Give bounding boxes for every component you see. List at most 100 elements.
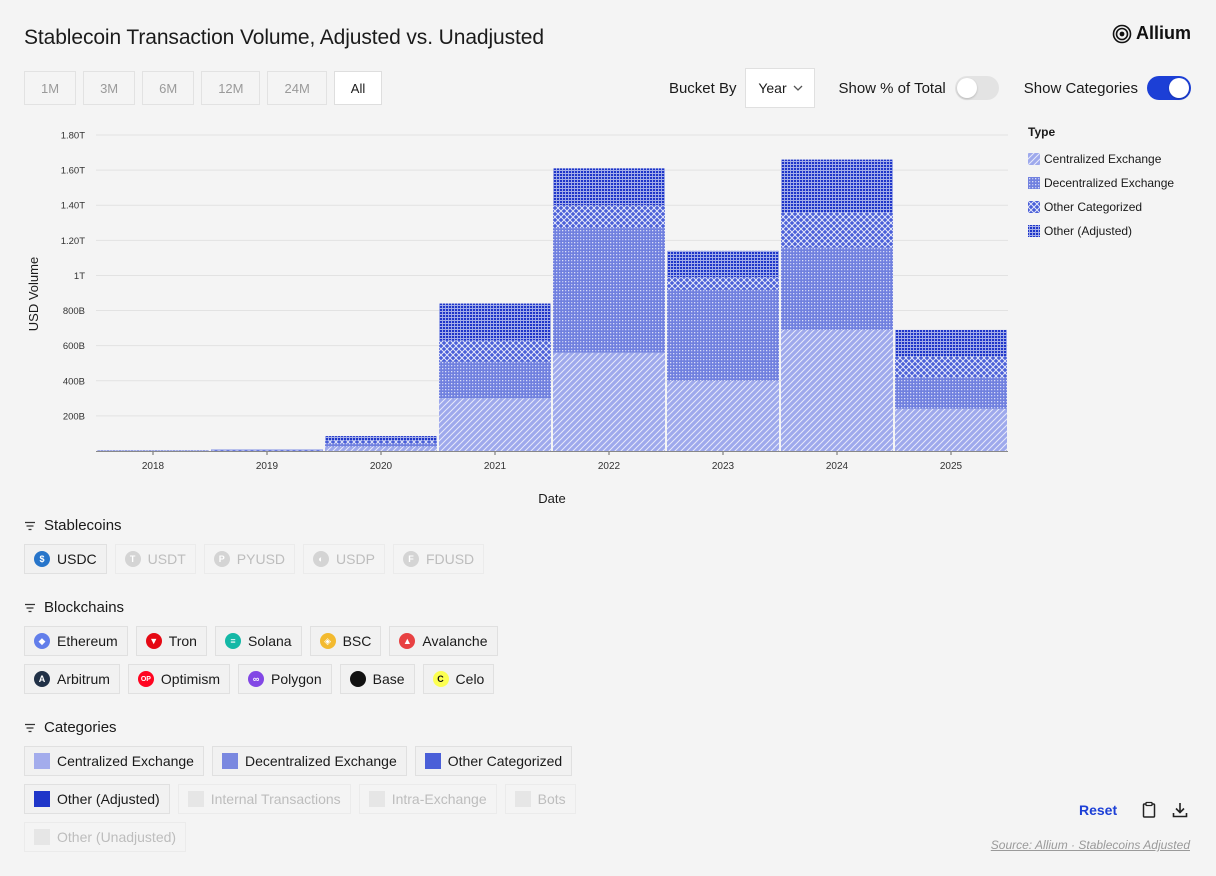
chip-label: USDC xyxy=(57,551,97,567)
bar-segment-2025-3[interactable] xyxy=(895,329,1007,357)
category-chip-intra-exchange[interactable]: Intra-Exchange xyxy=(358,784,497,814)
bar-segment-2025-0[interactable] xyxy=(895,408,1007,451)
blockchain-chips-row1: ◆ Ethereum ▼ Tron ≡ Solana ◈ BSC ▲ Avalanche xyxy=(24,626,498,656)
category-chip-bots[interactable]: Bots xyxy=(504,784,576,814)
chip-label: Internal Transactions xyxy=(210,791,341,807)
chip-label: Intra-Exchange xyxy=(391,791,487,807)
chip-label: USDP xyxy=(336,551,375,567)
bar-segment-2024-2[interactable] xyxy=(781,212,893,248)
legend-swatch xyxy=(1028,177,1040,189)
ethereum-icon: ◆ xyxy=(34,633,50,649)
bar-segment-2024-0[interactable] xyxy=(781,329,893,451)
legend-swatch xyxy=(1028,153,1040,165)
category-chip-other-adjusted-[interactable]: Other (Adjusted) xyxy=(24,784,170,814)
chip-arbitrum[interactable]: A Arbitrum xyxy=(24,664,120,694)
bar-segment-2023-2[interactable] xyxy=(667,277,779,290)
y-tick-label: 1T xyxy=(74,271,85,282)
chart-controls: Bucket By Year Show % of Total Show Cate… xyxy=(669,68,1191,108)
chip-pyusd[interactable]: P PYUSD xyxy=(203,544,296,574)
chip-ethereum[interactable]: ◆ Ethereum xyxy=(24,626,128,656)
bar-segment-2023-0[interactable] xyxy=(667,380,779,451)
range-button-12m[interactable]: 12M xyxy=(201,71,261,105)
category-chip-internal-transactions[interactable]: Internal Transactions xyxy=(177,784,351,814)
bar-segment-2025-1[interactable] xyxy=(895,377,1007,409)
chip-usdt[interactable]: T USDT xyxy=(114,544,196,574)
legend-item[interactable]: Centralized Exchange xyxy=(1028,147,1174,171)
bar-segment-2021-1[interactable] xyxy=(439,361,551,399)
reset-button[interactable]: Reset xyxy=(1079,802,1118,818)
bar-segment-2020-1[interactable] xyxy=(325,443,437,447)
bar-segment-2023-3[interactable] xyxy=(667,250,779,278)
download-icon[interactable] xyxy=(1171,801,1189,819)
chip-label: Other (Adjusted) xyxy=(57,791,160,807)
bar-segment-2019-3[interactable] xyxy=(211,449,323,451)
bar-segment-2022-1[interactable] xyxy=(553,228,665,353)
category-chips-row1: Centralized Exchange Decentralized Exchan… xyxy=(24,746,573,776)
chip-label: Decentralized Exchange xyxy=(244,753,397,769)
chip-usdp[interactable]: ◐ USDP xyxy=(303,544,385,574)
chip-bsc[interactable]: ◈ BSC xyxy=(309,626,382,656)
chip-label: Celo xyxy=(455,671,485,687)
chip-usdc[interactable]: $ USDC xyxy=(24,544,107,574)
legend-label: Centralized Exchange xyxy=(1044,152,1162,166)
usdc-icon: $ xyxy=(34,551,50,567)
chip-label: Tron xyxy=(168,633,197,649)
x-tick-label: 2023 xyxy=(712,461,735,472)
bar-segment-2023-1[interactable] xyxy=(667,289,779,381)
legend-item[interactable]: Other (Adjusted) xyxy=(1028,219,1174,243)
chip-tron[interactable]: ▼ Tron xyxy=(135,626,207,656)
categories-title: Categories xyxy=(44,719,117,736)
range-button-all[interactable]: All xyxy=(333,71,383,105)
bar-segment-2021-2[interactable] xyxy=(439,340,551,362)
bucket-by-label: Bucket By xyxy=(668,79,737,97)
chip-optimism[interactable]: OP Optimism xyxy=(127,664,231,694)
y-tick-label: 600B xyxy=(63,341,85,352)
category-chip-other-categorized[interactable]: Other Categorized xyxy=(414,746,573,776)
x-axis-title: Date xyxy=(538,491,565,506)
chip-solana[interactable]: ≡ Solana xyxy=(214,626,302,656)
chart-legend: Type Centralized Exchange Decentralized E… xyxy=(1028,125,1174,243)
x-tick-label: 2019 xyxy=(256,461,279,472)
bar-segment-2021-3[interactable] xyxy=(439,303,551,341)
range-button-3m[interactable]: 3M xyxy=(83,71,136,105)
bar-segment-2021-0[interactable] xyxy=(439,398,551,451)
celo-icon: C xyxy=(432,671,449,687)
chip-celo[interactable]: C Celo xyxy=(422,664,495,694)
bucket-by-select[interactable]: Year xyxy=(745,68,816,108)
arbitrum-icon: A xyxy=(34,671,50,687)
bar-segment-2020-3[interactable] xyxy=(325,436,437,441)
stablecoins-title: Stablecoins xyxy=(44,517,122,534)
bar-segment-2022-0[interactable] xyxy=(553,352,665,451)
category-chip-decentralized-exchange[interactable]: Decentralized Exchange xyxy=(211,746,407,776)
legend-item[interactable]: Decentralized Exchange xyxy=(1028,171,1174,195)
bar-segment-2022-3[interactable] xyxy=(553,168,665,206)
bar-segment-2025-2[interactable] xyxy=(895,356,1007,378)
chip-base[interactable]: Base xyxy=(339,664,415,694)
category-chips-row3: Other (Unadjusted) xyxy=(24,822,187,852)
legend-item[interactable]: Other Categorized xyxy=(1028,195,1174,219)
range-button-24m[interactable]: 24M xyxy=(267,71,327,105)
range-button-1m[interactable]: 1M xyxy=(24,71,77,105)
blockchains-title: Blockchains xyxy=(44,599,125,616)
bar-segment-2020-0[interactable] xyxy=(325,446,437,451)
range-button-6m[interactable]: 6M xyxy=(142,71,195,105)
bar-segment-2020-2[interactable] xyxy=(325,440,437,444)
bar-segment-2024-1[interactable] xyxy=(781,247,893,330)
chip-label: Solana xyxy=(247,633,292,649)
clipboard-icon[interactable] xyxy=(1140,801,1158,819)
chip-fdusd[interactable]: F FDUSD xyxy=(392,544,485,574)
bucket-by-value: Year xyxy=(758,80,787,96)
stacked-bar-chart: 200B 400B 600B 800B 1T 1.20T 1.40T 1.60T 1.80T 20… xyxy=(26,131,1008,506)
chip-label: Polygon xyxy=(271,671,322,687)
bar-segment-2022-2[interactable] xyxy=(553,205,665,229)
source-link[interactable]: Source: Allium · Stablecoins Adjusted xyxy=(990,838,1190,852)
bar-segment-2024-3[interactable] xyxy=(781,159,893,213)
chip-label: Bots xyxy=(537,791,566,807)
chip-avalanche[interactable]: ▲ Avalanche xyxy=(389,626,498,656)
show-pct-label: Show % of Total xyxy=(838,79,946,97)
category-chip-other-unadjusted-[interactable]: Other (Unadjusted) xyxy=(24,822,187,852)
show-pct-toggle[interactable] xyxy=(954,76,999,100)
chip-polygon[interactable]: ∞ Polygon xyxy=(238,664,332,694)
show-categories-toggle[interactable] xyxy=(1147,76,1191,100)
category-chip-centralized-exchange[interactable]: Centralized Exchange xyxy=(24,746,204,776)
